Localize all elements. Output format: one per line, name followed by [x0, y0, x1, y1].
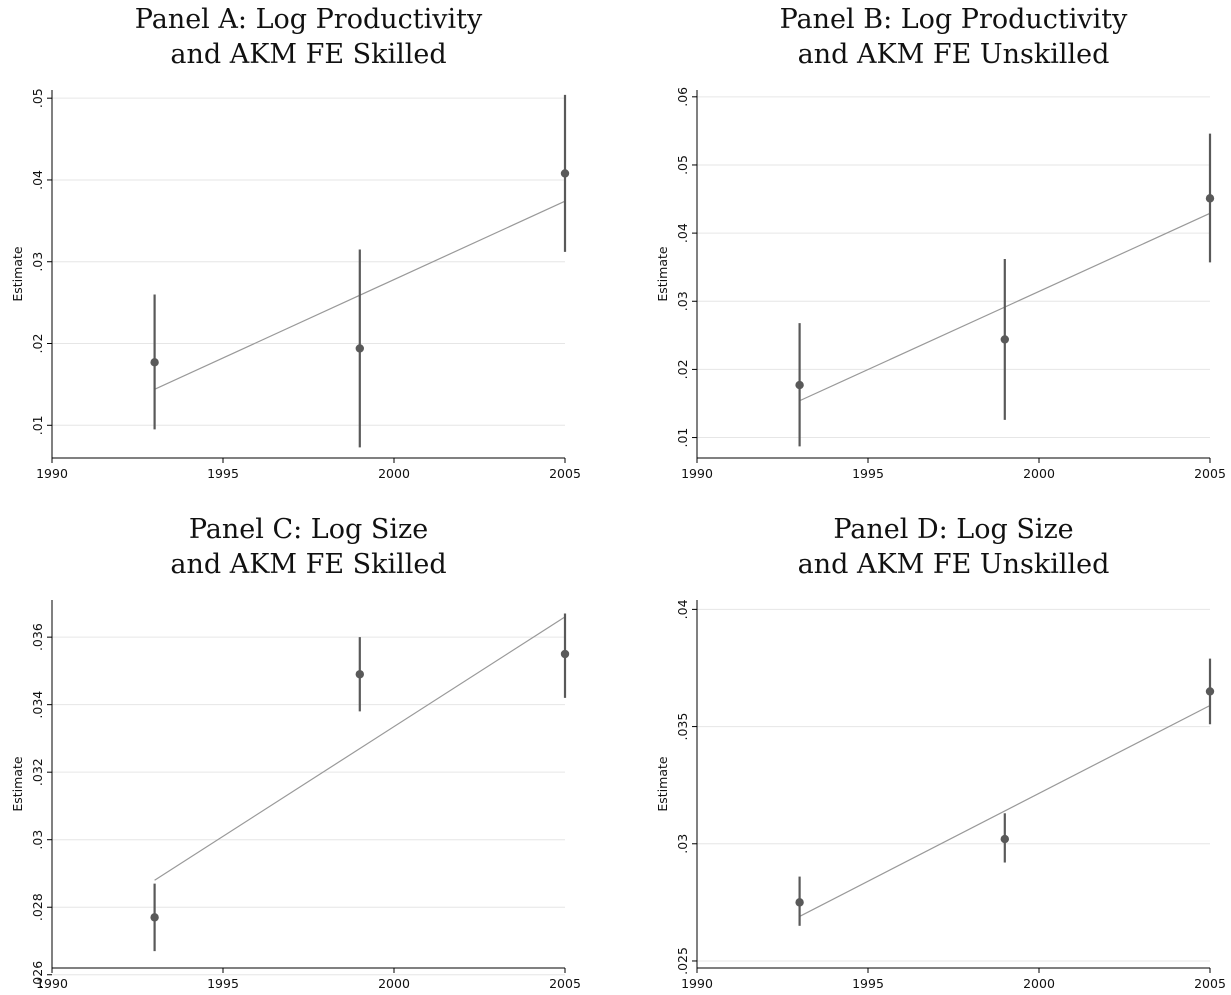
panel-c-xtick-label-3: 2005 [549, 976, 581, 991]
panel-d-xtick-label-0: 1990 [681, 976, 713, 991]
panel-c-point-2 [560, 649, 570, 659]
panel-b-ytick-label-5: .06 [675, 87, 690, 107]
panel-b-ytick-label-2: .03 [675, 291, 690, 311]
panel-b-ytick-label-4: .05 [675, 155, 690, 175]
panel-a-xtick-label-2: 2000 [378, 466, 410, 481]
panel-a-ytick-label-2: .03 [30, 252, 45, 272]
panel-d-ytick-label-3: .04 [675, 599, 690, 619]
panel-c-title-line-1: Panel C: Log Size [189, 514, 428, 545]
panel-c: Panel C: Log Size and AKM FE Skilled .026.… [10, 514, 581, 991]
panel-b-point-1 [1000, 335, 1009, 344]
panel-b-point-2 [1205, 194, 1215, 203]
panel-a-point-2 [560, 169, 570, 178]
panel-d: Panel D: Log Size and AKM FE Unskilled .02… [655, 514, 1226, 991]
panel-d-point-0 [795, 898, 804, 907]
panel-c-xtick-label-0: 1990 [36, 976, 68, 991]
panel-a-ytick-label-1: .02 [30, 334, 45, 354]
panel-c-xtick-label-2: 2000 [378, 976, 410, 991]
panel-a-xtick-label-3: 2005 [549, 466, 581, 481]
panel-a-ytick-label-3: .04 [30, 170, 45, 190]
panel-d-ytick-label-0: .025 [675, 947, 690, 975]
panel-d-ytick-label-1: .03 [675, 834, 690, 854]
panel-a-ytick-label-4: .05 [30, 88, 45, 108]
panel-b-xtick-label-0: 1990 [681, 466, 713, 481]
panel-b-ytick-label-0: .01 [675, 428, 690, 448]
panel-c-ytick-label-1: .028 [30, 893, 45, 921]
panel-b-xtick-label-2: 2000 [1023, 466, 1055, 481]
panel-d-fit-line [799, 704, 1211, 917]
panel-c-ytick-label-2: .03 [30, 830, 45, 850]
panel-c-y-axis-label: Estimate [10, 756, 25, 812]
panel-b-title-line-2: and AKM FE Unskilled [798, 39, 1110, 70]
panel-b-point-0 [795, 380, 804, 390]
panel-a-y-axis-label: Estimate [10, 246, 25, 302]
panel-d-y-axis-label: Estimate [655, 756, 670, 812]
panel-d-xtick-label-2: 2000 [1023, 976, 1055, 991]
panel-d-xtick-label-1: 1995 [852, 976, 884, 991]
panel-d-title-line-1: Panel D: Log Size [833, 514, 1073, 545]
panel-b-ytick-label-1: .02 [675, 359, 690, 379]
panel-a-title-line-1: Panel A: Log Productivity [135, 4, 483, 35]
panel-d-point-2 [1205, 687, 1215, 696]
panel-a-ytick-label-0: .01 [30, 415, 45, 435]
panel-c-point-0 [150, 913, 159, 922]
panel-b-ytick-label-3: .04 [675, 223, 690, 243]
panel-d-xtick-label-3: 2005 [1194, 976, 1226, 991]
panel-d-ytick-label-2: .035 [675, 713, 690, 741]
panel-b-y-axis-label: Estimate [655, 246, 670, 302]
panel-a-xtick-label-0: 1990 [36, 466, 68, 481]
panel-c-xtick-label-1: 1995 [207, 976, 239, 991]
panel-c-fit-line [154, 616, 566, 881]
panel-d-point-1 [1000, 834, 1009, 844]
panel-b-xtick-label-3: 2005 [1194, 466, 1226, 481]
panel-d-title-line-2: and AKM FE Unskilled [798, 549, 1110, 580]
panel-b-xtick-label-1: 1995 [852, 466, 884, 481]
panel-a-xtick-label-1: 1995 [207, 466, 239, 481]
panel-c-point-1 [355, 670, 364, 679]
panel-b: Panel B: Log Productivity and AKM FE Unsk… [655, 4, 1226, 481]
panel-c-ytick-label-3: .032 [30, 758, 45, 786]
panel-c-ytick-label-5: .036 [30, 623, 45, 651]
panel-c-ytick-label-0: .026 [30, 961, 45, 989]
panel-c-ytick-label-4: .034 [30, 691, 45, 719]
panel-a-title-line-2: and AKM FE Skilled [170, 39, 446, 70]
panel-a-point-1 [355, 344, 364, 353]
panel-b-title-line-1: Panel B: Log Productivity [780, 4, 1129, 35]
panel-a-point-0 [150, 358, 159, 367]
panel-a: Panel A: Log Productivity and AKM FE Skil… [10, 4, 581, 481]
panel-c-title-line-2: and AKM FE Skilled [170, 549, 446, 580]
